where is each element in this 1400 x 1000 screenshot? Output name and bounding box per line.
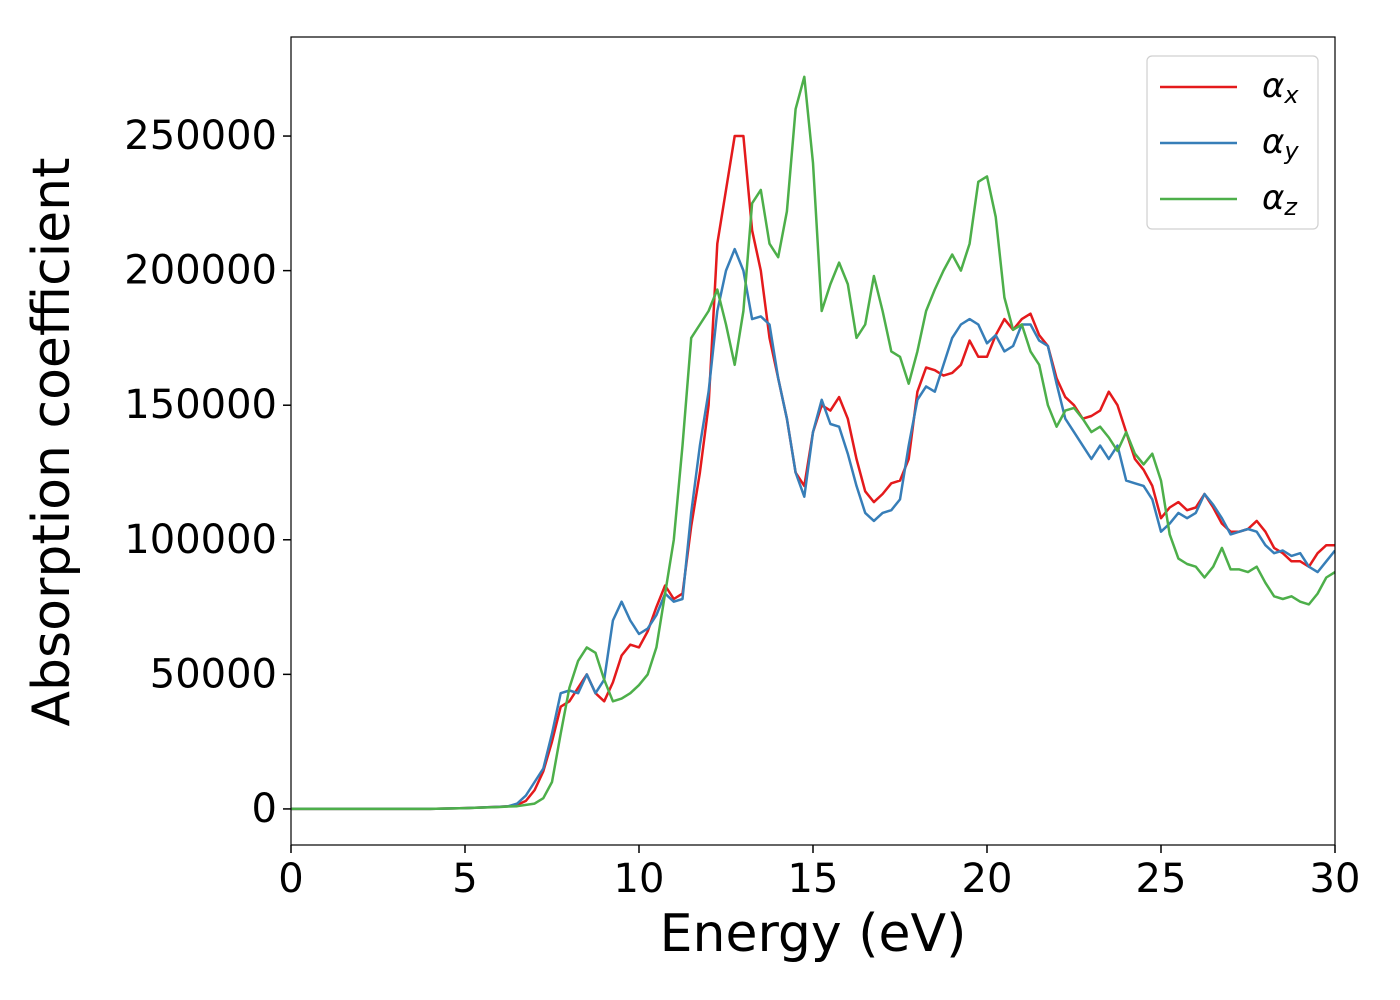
- legend-label: αx: [1262, 66, 1299, 110]
- y-tick-label: 150000: [124, 382, 277, 428]
- x-tick-label: 30: [1310, 856, 1361, 902]
- x-tick-label: 25: [1136, 856, 1187, 902]
- legend-label: αy: [1262, 122, 1299, 166]
- data-line: [291, 75, 1335, 811]
- plot-frame: [290, 36, 1336, 846]
- y-tick-label: 100000: [124, 517, 277, 563]
- x-tick-label: 5: [452, 856, 477, 902]
- y-axis-label: Absorption coefficient: [22, 157, 82, 726]
- y-tick-label: 200000: [124, 248, 277, 294]
- data-line: [291, 134, 1335, 811]
- data-line: [291, 247, 1335, 811]
- x-tick-label: 10: [614, 856, 665, 902]
- y-tick-label: 0: [252, 786, 277, 832]
- x-tick-label: 20: [962, 856, 1013, 902]
- y-tick-label: 250000: [124, 113, 277, 159]
- legend-label: αz: [1262, 178, 1298, 222]
- x-tick-label: 15: [788, 856, 839, 902]
- y-tick-label: 50000: [150, 651, 277, 697]
- x-tick-label: 0: [278, 856, 303, 902]
- x-axis-label: Energy (eV): [660, 904, 967, 964]
